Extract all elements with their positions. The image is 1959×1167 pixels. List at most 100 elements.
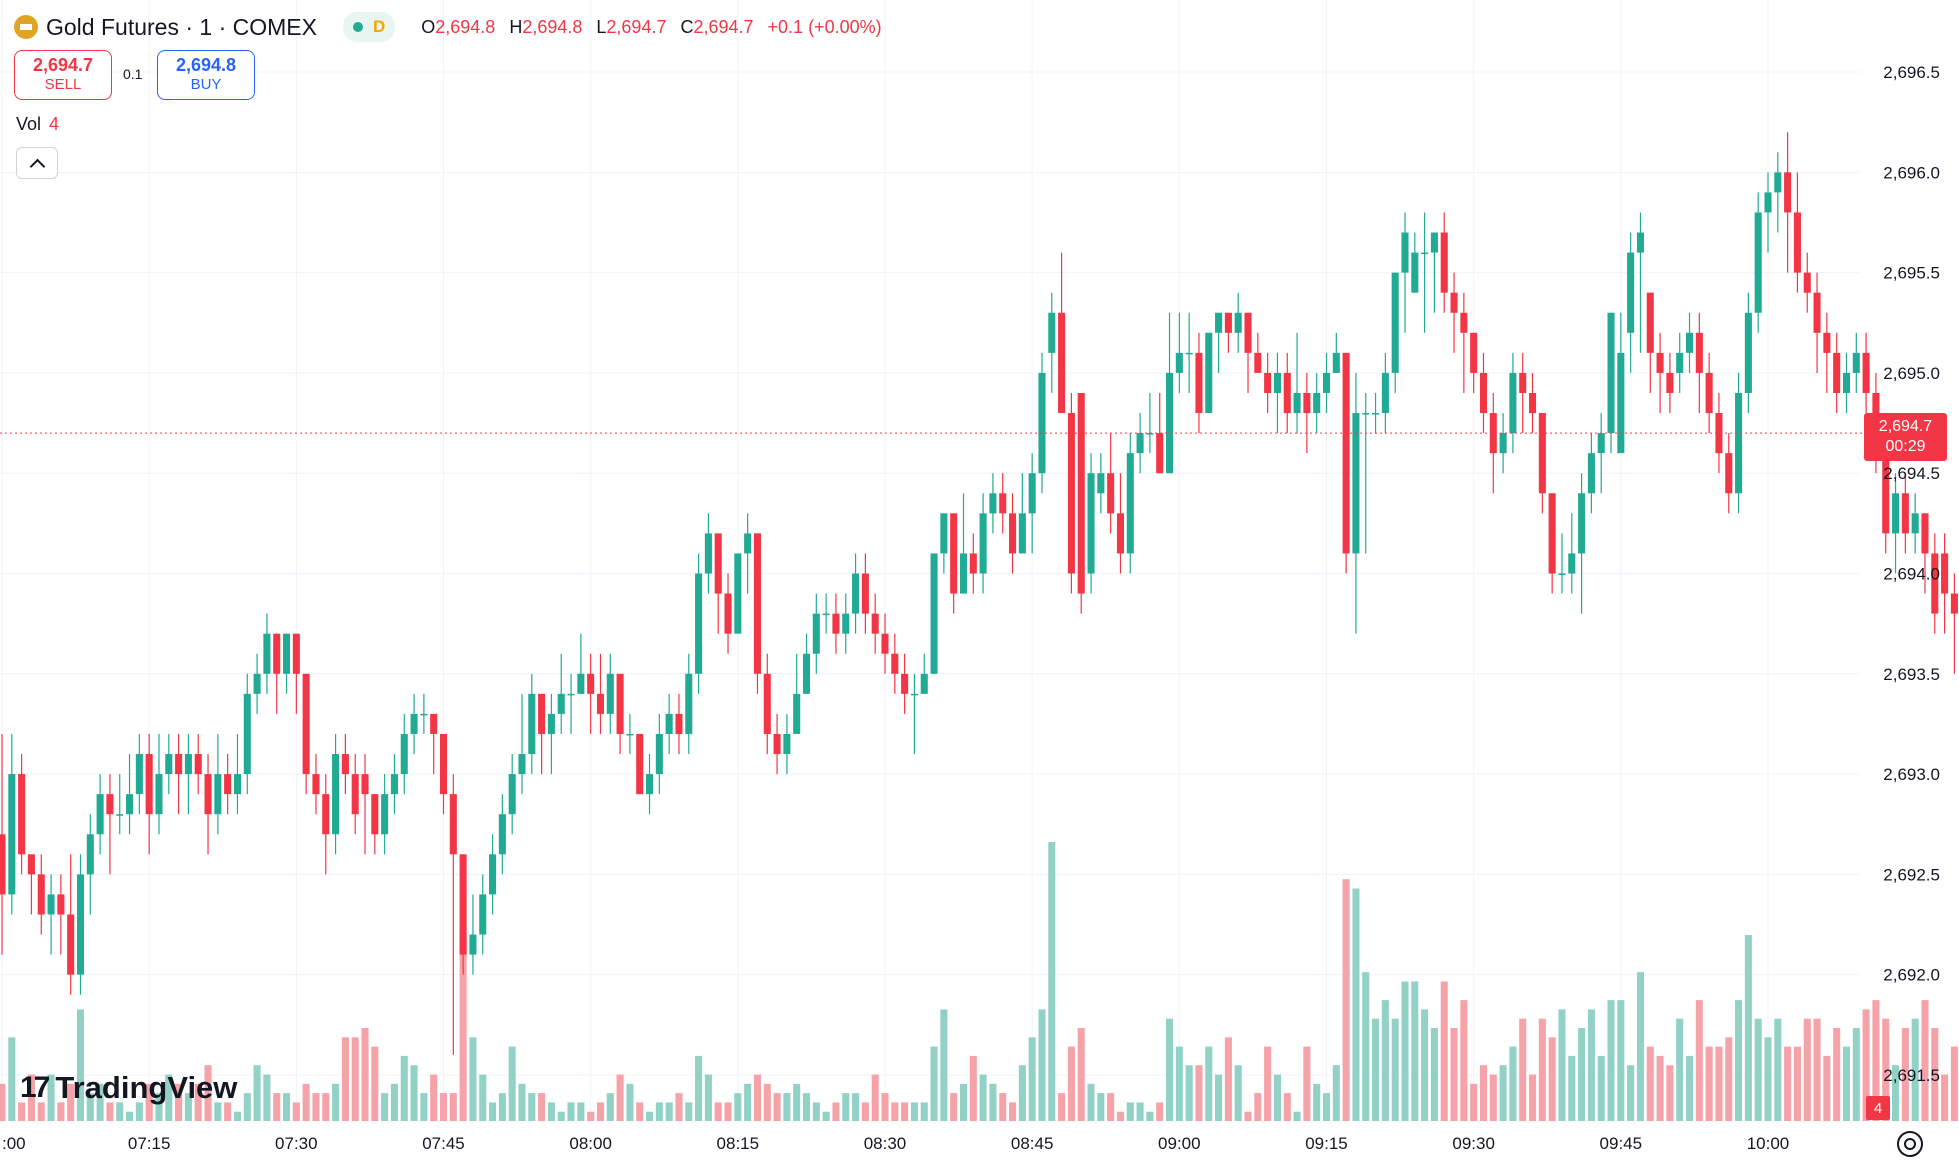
volume-bar bbox=[901, 1102, 909, 1121]
candle-body bbox=[1666, 372, 1674, 393]
candle-body bbox=[793, 693, 801, 734]
candle-body bbox=[852, 573, 860, 614]
volume-bar bbox=[165, 1074, 173, 1121]
volume-bar bbox=[577, 1102, 585, 1121]
candle-body bbox=[871, 613, 879, 634]
ohlc-open: 2,694.8 bbox=[435, 16, 496, 37]
volume-bar bbox=[1058, 1093, 1066, 1121]
candle-body bbox=[1617, 352, 1625, 454]
candle-body bbox=[1303, 392, 1311, 414]
volume-bar bbox=[714, 1102, 722, 1121]
sell-button[interactable]: 2,694.7 SELL bbox=[14, 50, 112, 100]
ohlc-high: 2,694.8 bbox=[522, 16, 583, 37]
candle-body bbox=[1509, 372, 1517, 434]
volume-bar bbox=[381, 1093, 389, 1121]
candle-body bbox=[47, 894, 55, 915]
volume-legend-label: Vol bbox=[16, 114, 42, 134]
volume-bar bbox=[1872, 1000, 1880, 1121]
candle-body bbox=[1009, 513, 1017, 554]
candle-body bbox=[332, 754, 340, 835]
settings-icon[interactable] bbox=[1897, 1131, 1923, 1157]
volume-legend[interactable]: Vol 4 bbox=[16, 114, 59, 135]
candle-body bbox=[714, 533, 722, 594]
candle-body bbox=[1882, 453, 1890, 534]
price-tick-label: 2,694.5 bbox=[1883, 464, 1940, 483]
candle-body bbox=[1754, 212, 1762, 313]
volume-bar bbox=[626, 1083, 634, 1121]
price-tick-label: 2,693.0 bbox=[1883, 765, 1940, 784]
session-badge: D bbox=[372, 17, 386, 36]
chevron-up-icon bbox=[29, 158, 45, 174]
current-price-value: 2,694.7 bbox=[1878, 418, 1933, 435]
market-status-pill[interactable]: D bbox=[342, 12, 396, 42]
volume-bar bbox=[587, 1111, 595, 1121]
volume-bar bbox=[989, 1083, 997, 1121]
candle-body bbox=[292, 633, 300, 674]
volume-bar bbox=[1185, 1065, 1193, 1121]
volume-bar bbox=[184, 1093, 192, 1121]
candle-body bbox=[282, 633, 291, 674]
volume-bar bbox=[76, 1009, 85, 1121]
chart-grid bbox=[0, 0, 1860, 1121]
volume-bar bbox=[341, 1037, 349, 1121]
volume-bar bbox=[1175, 1046, 1183, 1121]
volume-bar bbox=[18, 1102, 26, 1121]
candle-body bbox=[155, 774, 163, 815]
candle-body bbox=[1450, 292, 1458, 313]
candle-body bbox=[1842, 372, 1851, 393]
candle-body bbox=[1195, 352, 1203, 414]
symbol-title[interactable]: Gold Futures · 1 · COMEX bbox=[46, 13, 317, 40]
candle-body bbox=[1676, 352, 1684, 373]
candle-body bbox=[381, 794, 389, 835]
ohlc-values: O2,694.8 H2,694.8 L2,694.7 C2,694.7 +0.1… bbox=[421, 17, 881, 38]
volume-bar bbox=[1793, 1046, 1801, 1121]
candle-body bbox=[253, 673, 261, 694]
volume-bar bbox=[704, 1074, 712, 1121]
volume-bar bbox=[1048, 842, 1056, 1121]
candle-body bbox=[126, 794, 134, 815]
candle-body bbox=[1705, 372, 1713, 414]
volume-bar bbox=[1107, 1093, 1115, 1121]
volume-bar bbox=[459, 935, 467, 1121]
candle-body bbox=[1097, 473, 1105, 494]
candle-body bbox=[175, 754, 183, 775]
volume-bar bbox=[753, 1074, 761, 1121]
collapse-legend-button[interactable] bbox=[16, 147, 58, 179]
price-tick-label: 2,694.0 bbox=[1883, 565, 1940, 584]
current-price-label: 2,694.7 00:29 bbox=[1864, 413, 1947, 461]
candle-body bbox=[1685, 332, 1694, 353]
candle-body bbox=[538, 693, 546, 734]
buy-button[interactable]: 2,694.8 BUY bbox=[157, 50, 255, 100]
volume-bar bbox=[1479, 1065, 1488, 1121]
candle-body bbox=[822, 613, 830, 616]
time-tick-label: 10:00 bbox=[1747, 1134, 1790, 1153]
candle-body bbox=[989, 493, 997, 514]
volume-bar bbox=[479, 1074, 487, 1121]
candle-body bbox=[1244, 312, 1252, 353]
volume-bar bbox=[802, 1093, 811, 1121]
volume-bar bbox=[1362, 972, 1370, 1121]
volume-bar bbox=[852, 1093, 860, 1121]
candle-body bbox=[57, 894, 65, 915]
candle-body bbox=[1234, 312, 1242, 333]
volume-bar bbox=[734, 1093, 742, 1121]
candle-body bbox=[361, 774, 369, 795]
candle-body bbox=[0, 834, 6, 895]
candle-body bbox=[1911, 513, 1919, 534]
volume-bar bbox=[1833, 1028, 1841, 1121]
volume-bar bbox=[106, 1102, 114, 1121]
volume-bars bbox=[0, 842, 1958, 1121]
candle-body bbox=[1322, 372, 1331, 393]
candle-body bbox=[1362, 413, 1370, 415]
time-tick-label: 07:45 bbox=[422, 1134, 465, 1153]
candle-body bbox=[1823, 332, 1831, 353]
volume-bar bbox=[518, 1083, 526, 1121]
candle-body bbox=[351, 774, 359, 815]
volume-bar bbox=[1568, 1055, 1576, 1121]
candle-body bbox=[1764, 192, 1772, 213]
volume-bar bbox=[567, 1102, 575, 1121]
volume-bar bbox=[233, 1111, 241, 1121]
volume-bar bbox=[1509, 1046, 1517, 1121]
volume-bar bbox=[950, 1093, 958, 1121]
